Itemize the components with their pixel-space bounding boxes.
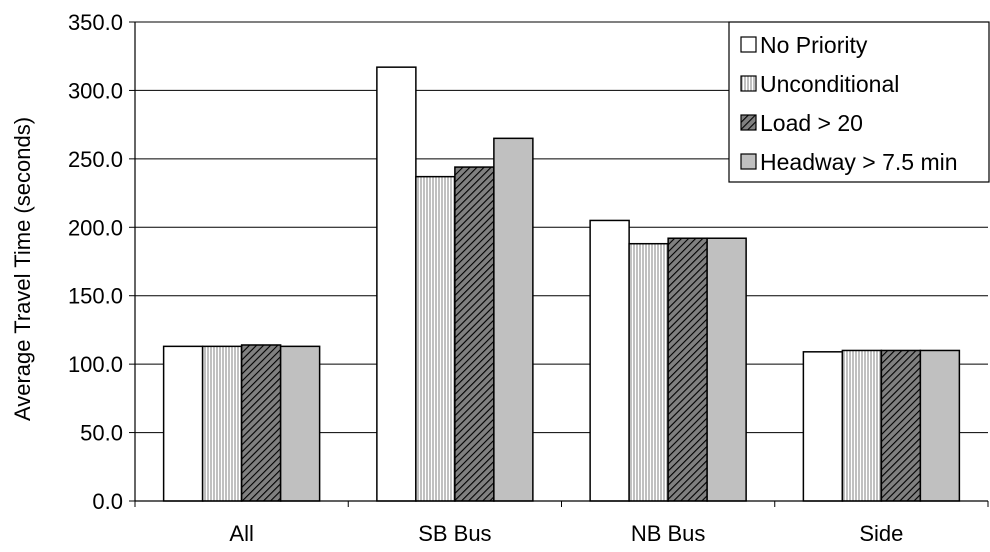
x-tick-label: Side	[859, 521, 903, 546]
x-tick-label: SB Bus	[418, 521, 491, 546]
y-tick-label: 100.0	[68, 352, 123, 377]
bar	[802, 351, 844, 502]
bar	[628, 242, 669, 502]
y-tick-label: 150.0	[68, 284, 123, 309]
bar	[415, 175, 456, 502]
legend-label: Headway > 7.5 min	[760, 149, 958, 175]
bar	[706, 237, 747, 502]
bar	[493, 137, 534, 502]
legend: No Priority Unconditional Load > 20 Headway…	[728, 21, 990, 183]
legend-label: Unconditional	[760, 71, 899, 97]
legend-label: Load > 20	[760, 110, 863, 136]
bars	[162, 66, 961, 502]
bar	[201, 345, 243, 502]
bar	[880, 349, 922, 502]
bar	[454, 166, 495, 502]
x-tick-label: NB Bus	[631, 521, 706, 546]
y-tick-label: 250.0	[68, 147, 123, 172]
y-tick-label: 300.0	[68, 78, 123, 103]
bar	[919, 349, 961, 502]
bar	[376, 66, 417, 502]
axes: 0.0 50.0 100.0 150.0 200.0 250.0 300.0 350.0 All…	[68, 10, 989, 546]
x-tick-label: All	[229, 521, 253, 546]
bar	[841, 349, 883, 502]
legend-box	[728, 21, 990, 183]
y-tick-label: 50.0	[80, 421, 123, 446]
bar	[667, 237, 708, 502]
bar	[279, 345, 321, 502]
legend-swatch	[740, 153, 757, 170]
legend-swatch	[740, 75, 757, 92]
y-tick-label: 350.0	[68, 10, 123, 35]
y-tick-label: 0.0	[92, 489, 123, 514]
y-tick-label: 200.0	[68, 215, 123, 240]
bar	[589, 219, 630, 502]
legend-swatch	[740, 114, 757, 131]
legend-swatch	[740, 36, 757, 53]
bar	[240, 344, 282, 502]
y-axis-title: Average Travel Time (seconds)	[10, 117, 35, 421]
bar	[162, 345, 204, 502]
legend-label: No Priority	[760, 32, 868, 58]
